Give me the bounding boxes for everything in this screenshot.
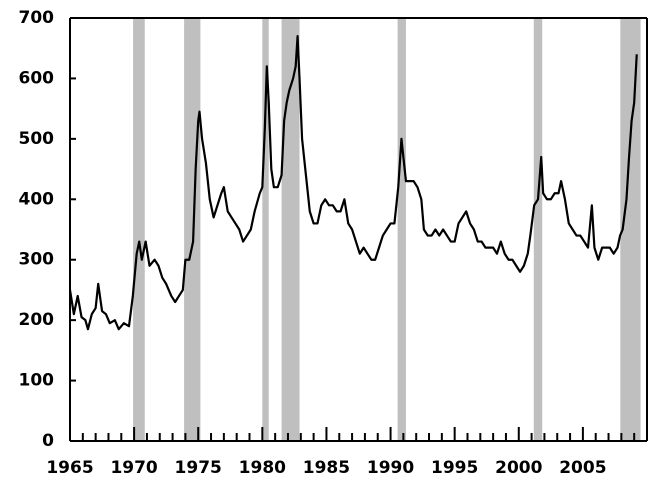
x-tick-label: 2005 (559, 458, 606, 478)
y-tick-label: 300 (19, 250, 55, 270)
recession-band (262, 18, 269, 441)
y-tick-label: 0 (42, 431, 54, 451)
x-tick-label: 1965 (46, 458, 93, 478)
y-tick-label: 500 (19, 129, 55, 149)
recession-band (533, 18, 543, 441)
y-tick-label: 100 (19, 371, 55, 391)
x-tick-label: 1975 (175, 458, 222, 478)
x-tick-label: 1980 (239, 458, 286, 478)
recession-band (281, 18, 300, 441)
x-tick-label: 1995 (431, 458, 478, 478)
recession-band (397, 18, 406, 441)
recession-band (184, 18, 201, 441)
series-line (68, 35, 638, 331)
x-tick-label: 1990 (367, 458, 414, 478)
y-tick-label: 400 (19, 189, 55, 209)
recession-band (133, 18, 145, 441)
x-tick-label: 2000 (495, 458, 542, 478)
y-tick-label: 700 (19, 8, 55, 28)
x-tick-label: 1985 (303, 458, 350, 478)
y-tick-label: 200 (19, 310, 55, 330)
y-tick-label: 600 (19, 68, 55, 88)
recession-band (620, 18, 641, 441)
x-tick-label: 1970 (110, 458, 157, 478)
